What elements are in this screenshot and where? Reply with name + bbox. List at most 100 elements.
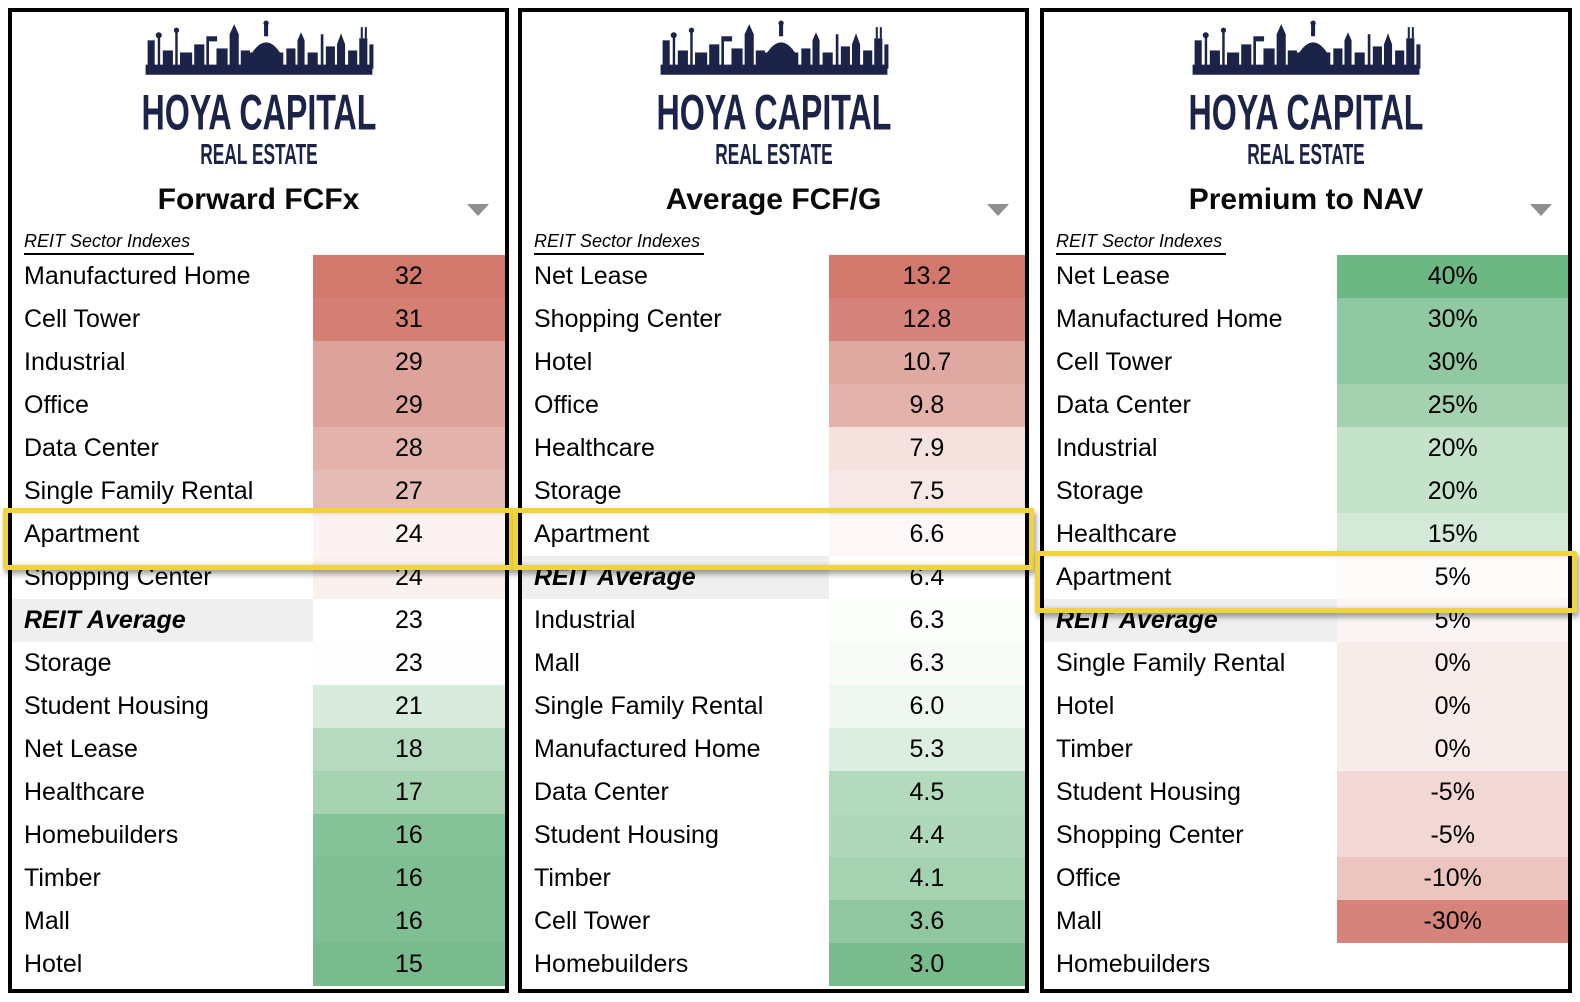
sector-name: Cell Tower [534,907,651,935]
sector-name: Shopping Center [1056,821,1244,849]
logo-tagline: REAL ESTATE [1247,139,1364,171]
panel-forward-fcfx: HOYA CAPITAL REAL ESTATE Forward FCFx RE… [3,8,514,993]
dropdown-caret-icon[interactable] [987,204,1009,216]
sector-value-cell: 7.9 [828,427,1025,470]
table-row: Single Family Rental 0% [1044,642,1568,685]
sector-value-cell: 0% [1337,728,1568,771]
table-row: Office 9.8 [522,384,1025,427]
table-row: Industrial 6.3 [522,599,1025,642]
table-row: Student Housing 4.4 [522,814,1025,857]
sector-value-cell: 6.3 [828,642,1025,685]
sector-value-cell: 20% [1337,470,1568,513]
logo-wordmark: HOYA CAPITAL [656,84,891,140]
sector-value-cell: 24 [312,556,505,599]
city-skyline-icon [145,20,373,75]
sector-value-cell: 0% [1337,685,1568,728]
table-row: Cell Tower 31 [12,298,505,341]
table-row: Apartment 5% [1044,556,1568,599]
rows: Manufactured Home 32 Cell Tower 31 Industria… [12,255,505,986]
sector-value-cell: -5% [1337,771,1568,814]
sector-name: Net Lease [1056,262,1170,290]
sector-name: REIT Average [522,556,829,599]
sector-name: Healthcare [1056,520,1177,548]
logo-wordmark: HOYA CAPITAL [1189,84,1424,140]
sector-name: Net Lease [534,262,648,290]
dropdown-caret-icon[interactable] [467,204,489,216]
table-row: Storage 7.5 [522,470,1025,513]
sector-value-cell: 23 [312,599,505,642]
sector-name: Manufactured Home [24,262,251,290]
table-row: Student Housing 21 [12,685,505,728]
table-row: Mall -30% [1044,900,1568,943]
sector-value-cell: 15% [1337,513,1568,556]
sector-value-cell: 6.6 [828,513,1025,556]
sector-value-cell: -10% [1337,857,1568,900]
sector-value-cell: 21 [312,685,505,728]
table-row: Shopping Center -5% [1044,814,1568,857]
sector-value-cell: 23 [312,642,505,685]
sector-value-cell: 7.5 [828,470,1025,513]
row-reit-average: REIT Average 6.4 [522,556,1025,599]
table-row: Storage 23 [12,642,505,685]
logo-tagline: REAL ESTATE [715,139,832,171]
sector-value-cell: 24 [312,513,505,556]
sector-name: Mall [24,907,70,935]
dropdown-caret-icon[interactable] [1530,204,1552,216]
sector-value-cell: 0% [1337,642,1568,685]
sector-name: Hotel [534,348,593,376]
table-row: Hotel 10.7 [522,341,1025,384]
sector-name: Cell Tower [24,305,141,333]
sector-name: Homebuilders [534,950,689,978]
panel-title: Average FCF/G [665,183,882,216]
sector-value-cell: 27 [312,470,505,513]
sector-value-cell: 6.3 [828,599,1025,642]
sector-value-cell: -30% [1337,900,1568,943]
sector-value-cell: 12.8 [828,298,1025,341]
sector-value-cell: 40% [1337,255,1568,298]
sector-value-cell: 16 [312,857,505,900]
table-row: Data Center 25% [1044,384,1568,427]
table-row: Apartment 6.6 [522,513,1025,556]
sector-value-cell [1337,943,1568,986]
sector-value-cell: 30% [1337,298,1568,341]
logo-graphic: HOYA CAPITAL REAL ESTATE [141,20,376,171]
sector-index-heading: REIT Sector Indexes [24,231,195,255]
table-row: Data Center 28 [12,427,505,470]
sector-name: REIT Average [1044,599,1338,642]
table-row: Single Family Rental 27 [12,470,505,513]
sector-value-cell: 5% [1337,556,1568,599]
sector-name: Manufactured Home [1056,305,1283,333]
sector-name: Net Lease [24,735,138,763]
table-row: Hotel 15 [12,943,505,986]
row-reit-average: REIT Average 23 [12,599,505,642]
table-row: Homebuilders 3.0 [522,943,1025,986]
sector-name: Single Family Rental [534,692,764,720]
table-row: Mall 16 [12,900,505,943]
hoya-capital-logo: HOYA CAPITAL REAL ESTATE [1044,14,1568,174]
table-row: Mall 6.3 [522,642,1025,685]
table-row: Single Family Rental 6.0 [522,685,1025,728]
sector-name: Single Family Rental [24,477,254,505]
sector-value-cell: 6.4 [828,556,1025,599]
table-row: Homebuilders 16 [12,814,505,857]
sector-name: Shopping Center [24,563,212,591]
sector-index-heading: REIT Sector Indexes [1056,231,1227,255]
table-row: Student Housing -5% [1044,771,1568,814]
table-row: Net Lease 18 [12,728,505,771]
sector-name: Manufactured Home [534,735,761,763]
sector-value-cell: 4.4 [828,814,1025,857]
hoya-capital-logo: HOYA CAPITAL REAL ESTATE [522,14,1025,174]
sector-value-cell: 20% [1337,427,1568,470]
sector-name: Industrial [534,606,636,634]
sector-name: Apartment [24,520,140,548]
sector-name: Hotel [24,950,83,978]
table-row: Timber 4.1 [522,857,1025,900]
table-row: Net Lease 40% [1044,255,1568,298]
sector-name: Timber [24,864,101,892]
table-row: Office -10% [1044,857,1568,900]
table-row: Shopping Center 12.8 [522,298,1025,341]
row-reit-average: REIT Average 5% [1044,599,1568,642]
sector-name: Data Center [534,778,669,806]
table-row: Industrial 29 [12,341,505,384]
table-row: Timber 16 [12,857,505,900]
